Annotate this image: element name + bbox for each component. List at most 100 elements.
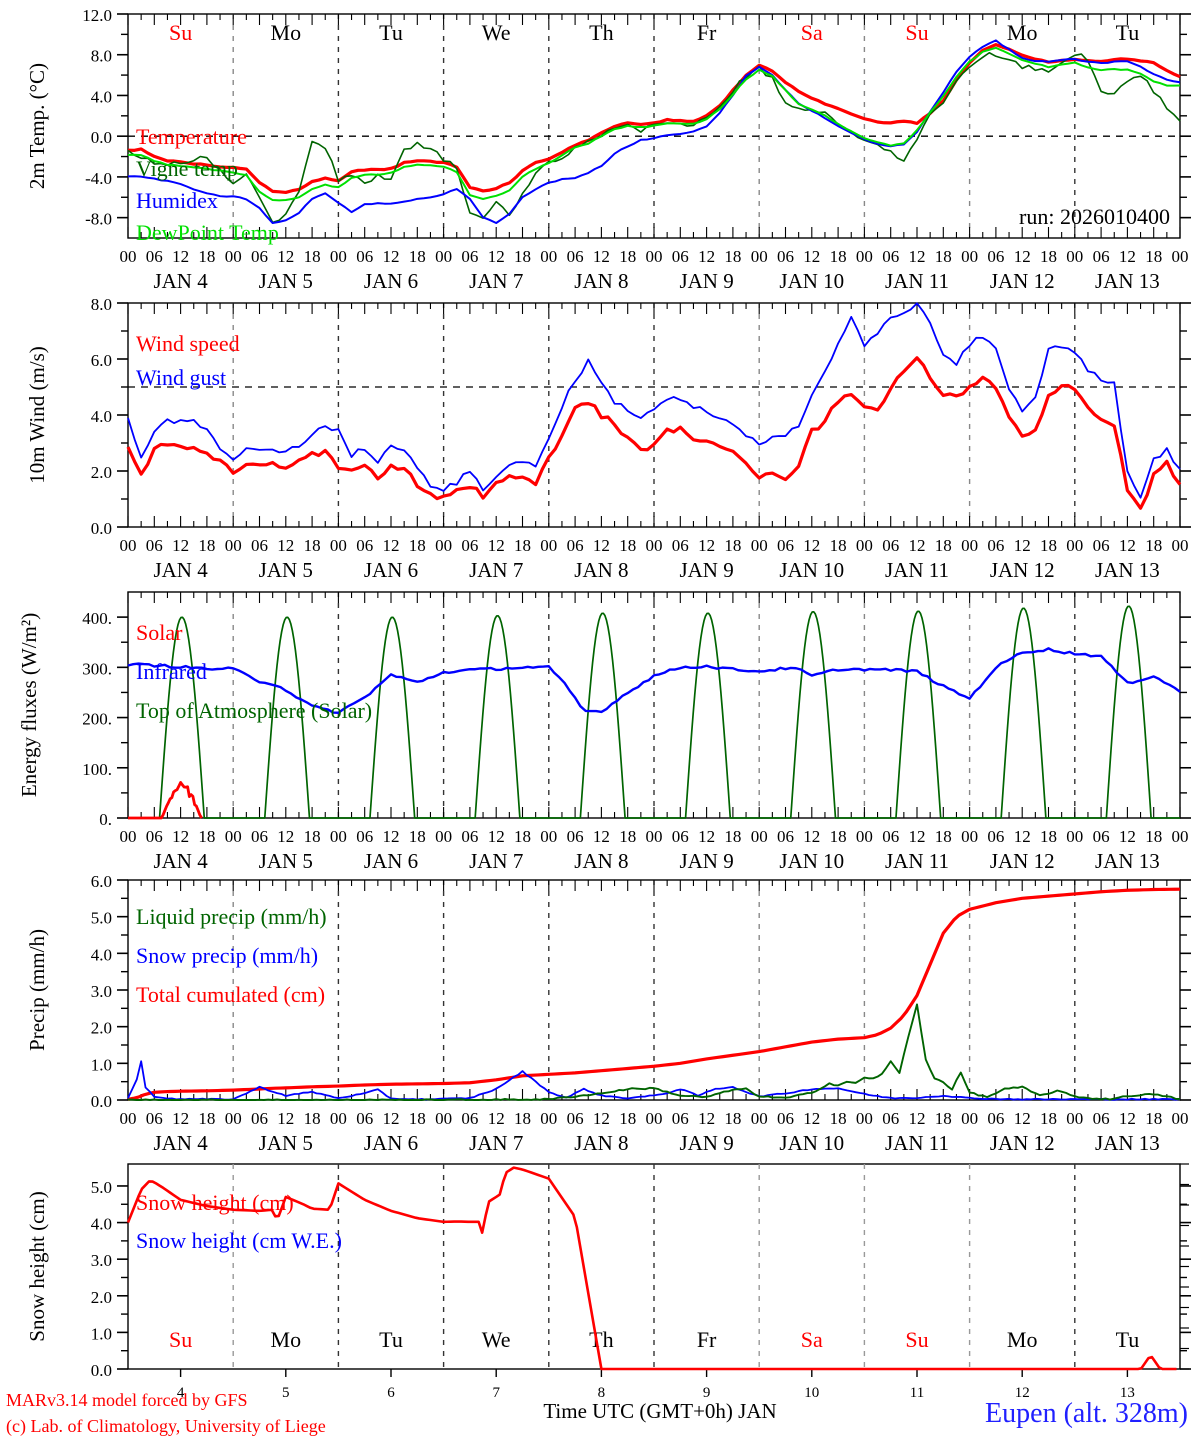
series-line-humidex <box>127 39 1181 225</box>
day-name-label: Su <box>905 1327 928 1352</box>
date-tick-label: JAN 6 <box>364 1131 418 1155</box>
y-tick-label: 2.0 <box>91 1019 112 1038</box>
hour-tick-label: 18 <box>1040 536 1057 555</box>
date-tick-label: JAN 9 <box>679 849 733 873</box>
hour-tick-label: 00 <box>751 536 768 555</box>
hour-tick-label: 06 <box>882 1109 899 1128</box>
date-tick-label: JAN 11 <box>885 269 949 293</box>
hour-tick-label: 12 <box>593 827 610 846</box>
hour-tick-label: 06 <box>882 827 899 846</box>
hour-tick-label: 12 <box>698 827 715 846</box>
hour-tick-label: 18 <box>1040 247 1057 266</box>
hour-tick-label: 12 <box>488 247 505 266</box>
hour-tick-label: 06 <box>882 536 899 555</box>
hour-tick-label: 00 <box>1066 1109 1083 1128</box>
day-number-label: 6 <box>387 1385 395 1401</box>
hour-tick-label: 06 <box>251 536 268 555</box>
hour-tick-label: 12 <box>383 536 400 555</box>
hour-tick-label: 12 <box>488 1109 505 1128</box>
hour-tick-label: 06 <box>567 827 584 846</box>
date-tick-label: JAN 11 <box>885 849 949 873</box>
hour-tick-label: 06 <box>461 536 478 555</box>
date-tick-label: JAN 6 <box>364 558 418 582</box>
hour-tick-label: 12 <box>172 247 189 266</box>
footer-model-credit-line2: (c) Lab. of Climatology, University of L… <box>6 1416 326 1437</box>
hour-tick-label: 12 <box>277 827 294 846</box>
hour-tick-label: 00 <box>120 827 137 846</box>
hour-tick-label: 00 <box>856 827 873 846</box>
hour-tick-label: 00 <box>330 1109 347 1128</box>
y-tick-label: 5.0 <box>91 1178 112 1197</box>
hour-tick-label: 12 <box>1014 536 1031 555</box>
y-tick-label: 1.0 <box>91 1324 112 1343</box>
series-line-snow-height <box>126 1166 1177 1371</box>
hour-tick-label: 18 <box>409 247 426 266</box>
hour-tick-label: 06 <box>146 536 163 555</box>
day-name-label: Th <box>589 1327 613 1352</box>
date-tick-label: JAN 6 <box>364 269 418 293</box>
date-tick-label: JAN 8 <box>574 849 628 873</box>
hour-tick-label: 00 <box>540 1109 557 1128</box>
hour-tick-label: 06 <box>987 536 1004 555</box>
hour-tick-label: 06 <box>672 247 689 266</box>
hour-tick-label: 06 <box>1093 536 1110 555</box>
hour-tick-label: 18 <box>304 1109 321 1128</box>
hour-tick-label: 06 <box>356 1109 373 1128</box>
hour-tick-label: 18 <box>198 1109 215 1128</box>
hour-tick-label: 12 <box>277 1109 294 1128</box>
y-tick-label: 300. <box>82 659 112 678</box>
day-name-label: Tu <box>1116 1327 1140 1352</box>
hour-tick-label: 18 <box>198 247 215 266</box>
hour-tick-label: 00 <box>330 827 347 846</box>
hour-tick-label: 12 <box>1119 247 1136 266</box>
panel-precip: 0.0 1.0 2.0 3.0 4.0 5.0 6.0 Precip (mm/h) 00 06 12… <box>25 872 1191 1155</box>
y-axis-title: 10m Wind (m/s) <box>25 346 49 484</box>
day-number-label: 11 <box>910 1385 924 1401</box>
hour-tick-label: 12 <box>172 827 189 846</box>
hour-tick-label: 12 <box>803 1109 820 1128</box>
day-name-label: Su <box>169 20 192 45</box>
y-tick-label: 200. <box>82 710 112 729</box>
y-tick-label: 4.0 <box>91 945 112 964</box>
legend-item: Humidex <box>136 188 218 213</box>
series-line-wind-gust <box>127 302 1181 499</box>
hour-tick-label: 18 <box>304 827 321 846</box>
series-line-solar <box>128 781 203 820</box>
run-label: run: 2026010400 <box>1019 204 1170 229</box>
hour-tick-label: 12 <box>383 247 400 266</box>
hour-tick-label: 06 <box>882 247 899 266</box>
footer: MARv3.14 model forced by GFS (c) Lab. of … <box>6 1390 1188 1437</box>
date-tick-label: JAN 8 <box>574 558 628 582</box>
hour-tick-label: 18 <box>409 827 426 846</box>
hour-tick-label: 12 <box>803 827 820 846</box>
hour-tick-label: 12 <box>488 827 505 846</box>
series-line-vigne-temp <box>127 51 1181 224</box>
hour-tick-label: 12 <box>909 827 926 846</box>
hour-tick-label: 06 <box>567 247 584 266</box>
hour-tick-label: 06 <box>1093 247 1110 266</box>
hour-tick-label: 12 <box>1119 536 1136 555</box>
legend-item: Liquid precip (mm/h) <box>136 904 327 929</box>
date-tick-label: JAN 5 <box>259 558 313 582</box>
hour-tick-label: 00 <box>435 827 452 846</box>
hour-tick-label: 18 <box>830 827 847 846</box>
hour-tick-label: 00 <box>961 247 978 266</box>
date-tick-label: JAN 8 <box>574 1131 628 1155</box>
y-axis-title: 2m Temp. (°C) <box>25 63 49 189</box>
hour-tick-label: 00 <box>751 247 768 266</box>
hour-tick-label: 18 <box>198 827 215 846</box>
day-name-label: Sa <box>801 20 823 45</box>
hour-tick-label: 18 <box>1145 827 1162 846</box>
hour-tick-label: 06 <box>1093 1109 1110 1128</box>
legend-item: DewPoint Temp <box>136 220 279 245</box>
hour-tick-label: 18 <box>1145 536 1162 555</box>
panel-energy-fluxes: 0. 100. 200. 300. 400. Energy fluxes (W/m²) 00… <box>17 591 1191 873</box>
date-tick-label: JAN 5 <box>259 1131 313 1155</box>
hour-tick-label: 00 <box>646 247 663 266</box>
hour-tick-label: 12 <box>277 536 294 555</box>
y-tick-label: -4.0 <box>85 169 112 188</box>
hour-tick-label: 00 <box>1172 827 1189 846</box>
panel-temperature: -8.0 -4.0 0.0 4.0 8.0 12.0 2m Temp. (°C) 00 06 12… <box>25 6 1191 293</box>
date-tick-label: JAN 9 <box>679 558 733 582</box>
hour-tick-label: 00 <box>646 827 663 846</box>
